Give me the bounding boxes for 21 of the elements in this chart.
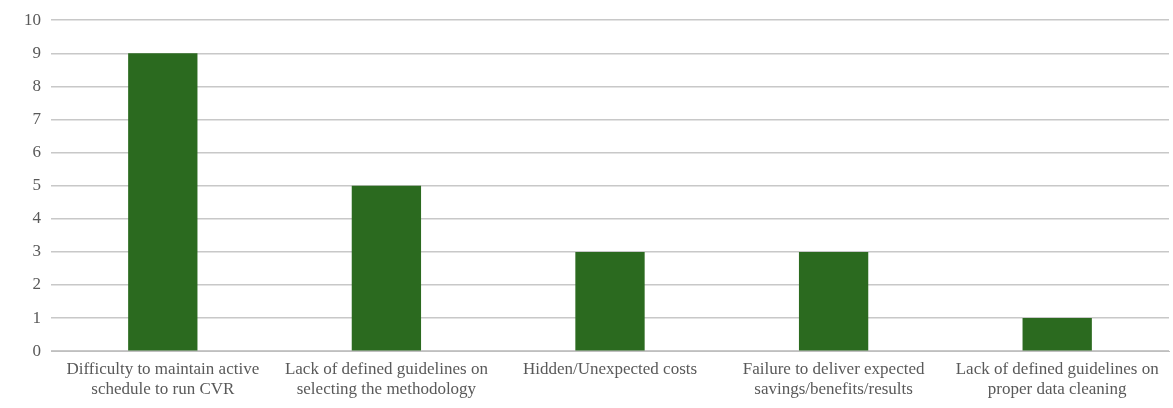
y-tick-label: 7 (32, 108, 42, 128)
y-tick-label: 10 (24, 9, 41, 29)
y-tick-label: 6 (32, 142, 41, 162)
bar (128, 53, 198, 351)
bar (575, 251, 645, 351)
bar (1022, 318, 1092, 351)
y-tick-label: 0 (32, 340, 41, 360)
bar (798, 251, 869, 351)
x-tick-label: Lack of defined guidelines on proper data cleaning (955, 358, 1160, 399)
y-tick-label: 9 (32, 42, 41, 62)
y-tick-label: 4 (32, 208, 42, 228)
y-tick-label: 1 (32, 307, 41, 327)
y-tick-label: 3 (32, 241, 41, 261)
x-tick-label: Difficulty to maintain active schedule to run CVR (66, 358, 260, 399)
x-tick-label: Lack of defined guidelines on selecting the methodology (284, 358, 489, 399)
bar (351, 185, 422, 351)
x-tick-label: Failure to deliver expected savings/benefits/results (742, 358, 925, 399)
y-tick-label: 8 (32, 75, 41, 95)
y-tick-label: 2 (32, 274, 41, 294)
y-tick-label: 5 (32, 175, 41, 195)
x-tick-label: Hidden/Unexpected costs (522, 358, 698, 378)
